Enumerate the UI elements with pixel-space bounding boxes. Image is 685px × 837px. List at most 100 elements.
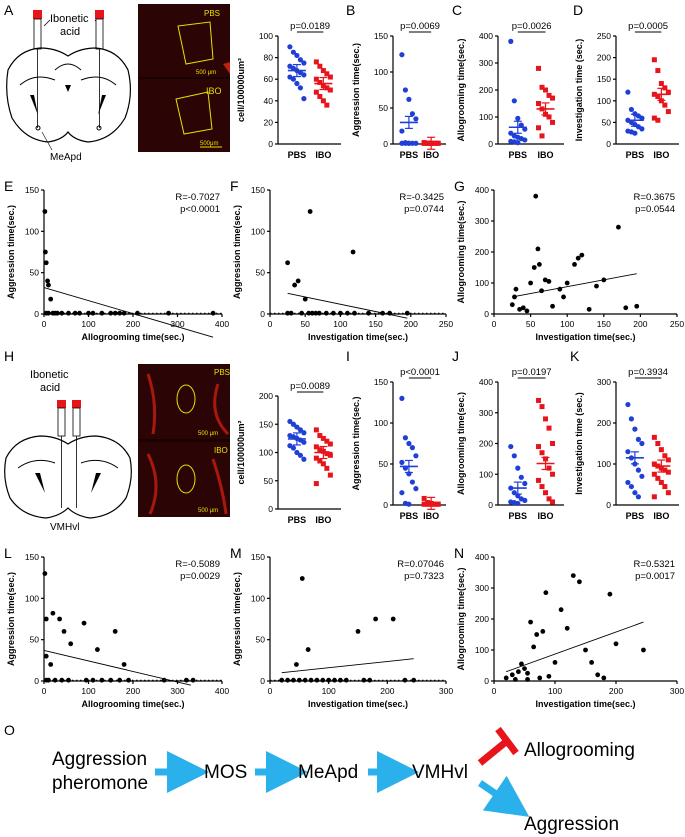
r-value: R=0.3675	[634, 192, 675, 203]
data-point	[290, 49, 296, 55]
data-point	[294, 52, 300, 59]
data-point	[522, 497, 528, 503]
y-tick-label: 20	[264, 117, 274, 127]
y-tick-label: 100	[251, 593, 265, 603]
data-point	[399, 395, 405, 401]
data-point	[326, 677, 332, 683]
p-value: p=0.0089	[290, 381, 330, 392]
panel-label-m: M	[230, 545, 242, 561]
y-tick-label: 0	[488, 139, 493, 149]
node-allogrooming: Allogrooming	[524, 740, 635, 761]
data-point	[350, 249, 356, 255]
data-point	[361, 677, 367, 683]
data-point	[313, 76, 319, 82]
data-point	[43, 653, 49, 659]
x-axis-label: Investigation time(sec.)	[308, 332, 408, 342]
data-point	[546, 496, 552, 502]
data-point	[285, 260, 290, 266]
data-point	[46, 310, 51, 316]
data-point	[639, 126, 645, 132]
y-tick-label: 300	[479, 408, 493, 418]
data-point	[366, 310, 371, 316]
data-point	[575, 255, 581, 261]
data-point	[306, 310, 312, 316]
data-point	[301, 456, 307, 462]
node-aggression: Aggression	[524, 814, 619, 835]
y-axis-label: Allogrooming time(sec.)	[456, 392, 466, 495]
data-point	[327, 452, 333, 458]
brain-schematic-meapd: Ibonetic acid MeApd	[6, 10, 131, 163]
y-axis-label: Allogrooming time(sec.)	[456, 200, 466, 303]
data-point	[301, 72, 307, 78]
y-tick-label: 50	[256, 268, 266, 278]
p-value: p=0.0017	[635, 571, 675, 582]
chart-corr-aggr-invest-meapd: 0 50 100 150 0 50 100 150 200 250 Investigation ti…	[232, 185, 453, 342]
data-point	[516, 669, 521, 675]
data-point	[607, 591, 613, 597]
data-point	[313, 59, 319, 65]
data-point	[288, 310, 294, 316]
y-tick-label: 100	[475, 645, 489, 655]
data-point	[632, 426, 638, 432]
y-tick-label: 150	[251, 185, 265, 195]
data-point	[625, 449, 631, 455]
data-point	[503, 675, 509, 681]
data-point	[550, 499, 556, 505]
data-point	[317, 63, 323, 69]
y-tick-label: 300	[597, 377, 611, 387]
y-tick-label: 150	[259, 419, 273, 429]
data-point	[533, 193, 539, 199]
data-point	[99, 310, 105, 316]
micrograph-vmhvl: PBS IBO 500 μm 500 μm	[138, 364, 230, 517]
y-tick-label: 150	[251, 552, 265, 562]
y-tick-label: 100	[479, 469, 493, 479]
data-point	[373, 616, 378, 622]
panel-label-h: H	[4, 348, 15, 364]
y-tick-label: 0	[34, 309, 39, 319]
y-tick-label: 50	[30, 635, 40, 645]
y-tick-label: 100	[25, 593, 39, 603]
injection-label-1: Ibonetic	[30, 369, 69, 381]
node-meapd: MeApd	[298, 762, 358, 783]
y-axis-label: Aggression time(sec.)	[232, 205, 242, 299]
data-point	[662, 484, 668, 490]
data-point	[184, 677, 189, 683]
panel-label-o: O	[4, 722, 15, 738]
data-point	[313, 455, 319, 461]
data-point	[66, 310, 71, 316]
data-point	[512, 677, 518, 682]
data-point	[655, 93, 661, 99]
data-point	[413, 486, 419, 492]
x-tick-label: 0	[268, 686, 273, 696]
data-point	[126, 677, 131, 683]
data-point	[299, 576, 305, 581]
data-point	[628, 483, 634, 490]
syringe-right-icon	[72, 400, 81, 508]
data-point	[635, 467, 641, 473]
x-tick-label: 100	[81, 319, 95, 329]
y-tick-label: 150	[597, 74, 611, 84]
y-tick-label: 150	[374, 31, 388, 41]
x-tick-label: 150	[597, 319, 611, 329]
data-point	[635, 494, 641, 500]
data-point	[320, 461, 326, 467]
x-category-label: IBO	[538, 511, 554, 521]
data-point	[313, 89, 319, 95]
micrograph-tag-ibo: IBO	[206, 86, 222, 96]
data-point	[639, 115, 645, 121]
y-tick-label: 200	[597, 418, 611, 428]
data-point	[639, 440, 645, 447]
data-point	[320, 68, 326, 74]
data-point	[59, 677, 65, 683]
data-point	[77, 310, 82, 316]
regression-line	[512, 273, 637, 298]
panel-label-g: G	[454, 178, 465, 194]
x-category-label: PBS	[288, 515, 307, 525]
data-point	[313, 310, 319, 316]
data-point	[425, 501, 431, 507]
x-category-label: PBS	[288, 150, 307, 160]
data-point	[338, 677, 343, 683]
data-point	[539, 450, 545, 456]
data-point	[546, 114, 552, 120]
y-tick-label: 80	[264, 53, 274, 63]
